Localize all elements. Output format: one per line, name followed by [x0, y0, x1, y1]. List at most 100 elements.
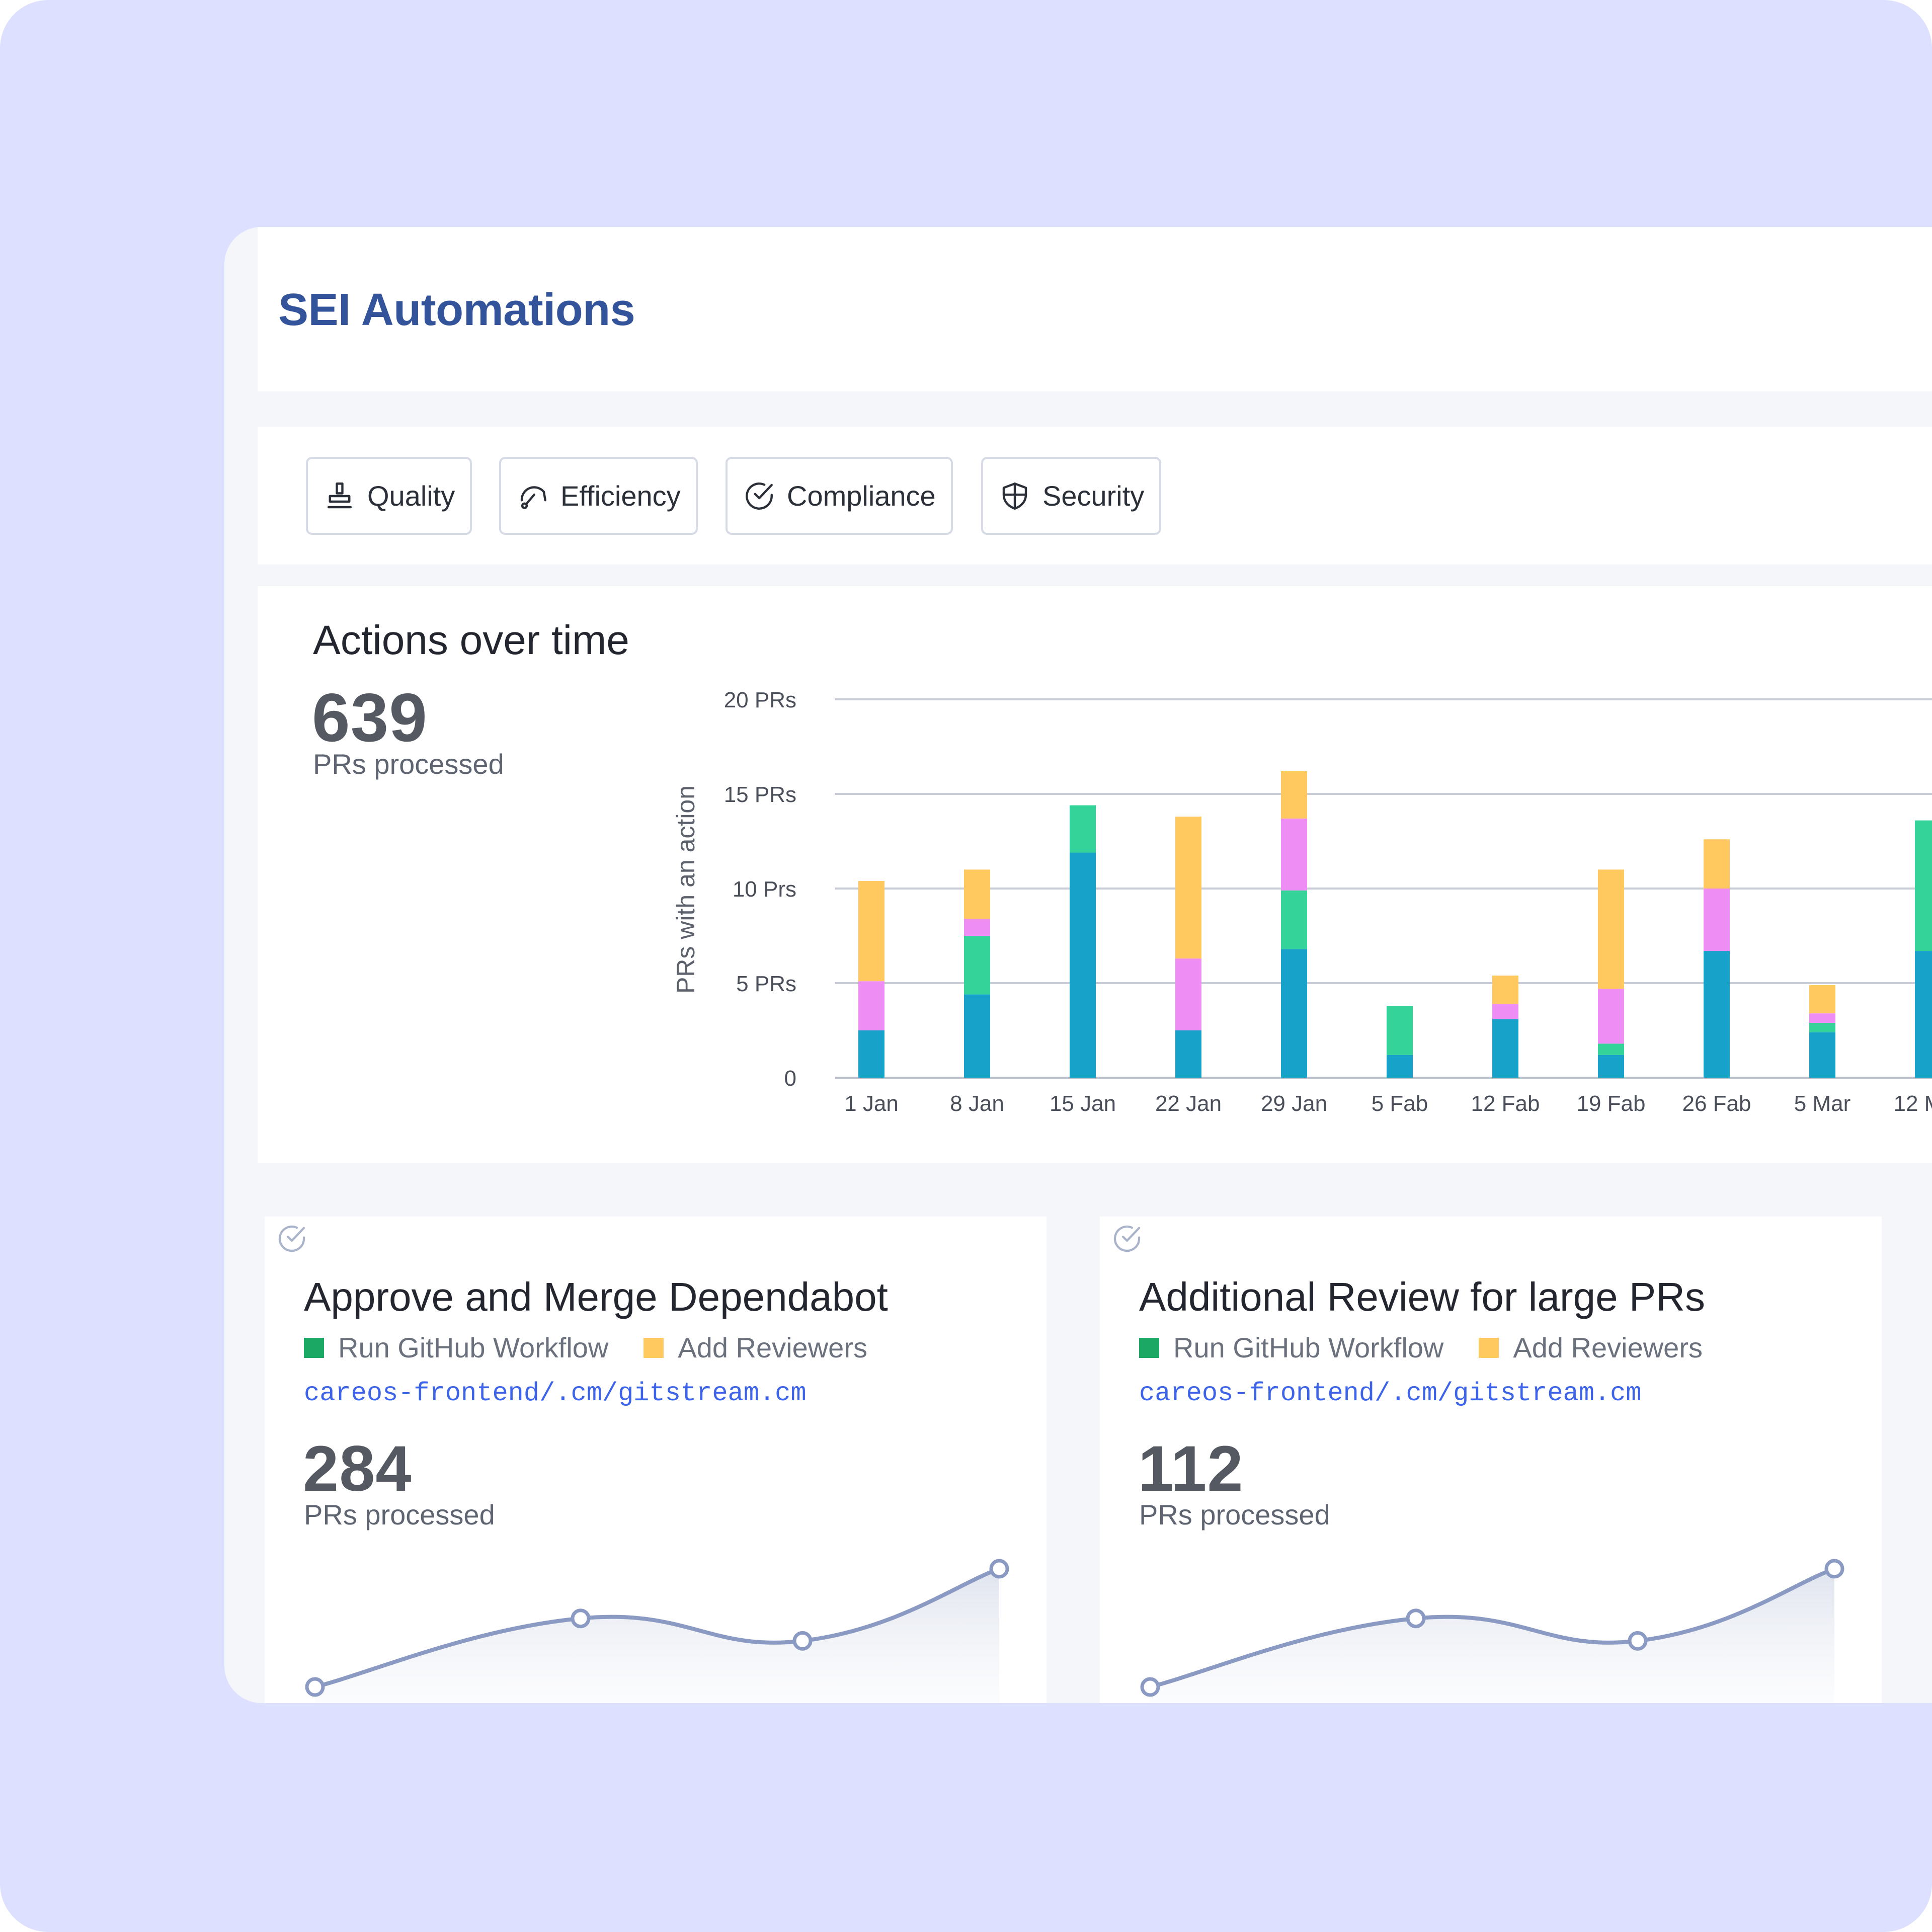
sparkline-point — [305, 1677, 325, 1697]
bar-segment — [1175, 817, 1201, 959]
x-tick-label: 5 Mar — [1794, 1091, 1850, 1116]
page-title: SEI Automations — [278, 285, 635, 335]
legend-swatch — [304, 1337, 324, 1358]
sparkline-area — [1150, 1569, 1834, 1703]
bar-segment — [1175, 958, 1201, 1030]
automation-card-large-prs[interactable]: Additional Review for large PRs Run GitH… — [1100, 1217, 1882, 1703]
y-tick-label: 0 — [784, 1066, 796, 1091]
y-axis-title: PRs with an action — [672, 785, 700, 994]
shield-icon — [1002, 482, 1027, 510]
bar-segment — [1281, 771, 1307, 819]
legend-swatch — [1479, 1337, 1499, 1358]
x-tick-label: 15 Jan — [1050, 1091, 1116, 1116]
bar-segment — [1704, 839, 1730, 889]
trend-sparkline — [1140, 1559, 1844, 1703]
bar-segment — [858, 981, 884, 1030]
card-count: 284 — [303, 1433, 412, 1505]
x-tick-label: 1 Jan — [844, 1091, 899, 1116]
bar-segment — [1492, 1004, 1518, 1019]
bar-segment — [1492, 975, 1518, 1004]
x-tick-label: 29 Jan — [1261, 1091, 1327, 1116]
y-tick-label: 5 PRs — [736, 972, 796, 996]
y-tick-label: 20 PRs — [724, 688, 796, 712]
bar-segment — [1809, 1032, 1835, 1078]
bar-segment — [1915, 820, 1932, 951]
legend-label: Run GitHub Workflow — [1173, 1332, 1444, 1363]
card-count-label: PRs processed — [304, 1499, 495, 1531]
bar-segment — [1598, 1043, 1624, 1055]
sparkline-point — [571, 1608, 591, 1629]
legend-swatch — [1139, 1337, 1159, 1358]
legend-label: Run GitHub Workflow — [338, 1332, 609, 1363]
sparkline-point — [1824, 1559, 1844, 1579]
repo-link[interactable]: careos-frontend/.cm/gitstream.cm — [1139, 1379, 1642, 1408]
bar-segment — [964, 936, 990, 995]
check-circle-icon — [746, 482, 773, 510]
repo-link[interactable]: careos-frontend/.cm/gitstream.cm — [304, 1379, 807, 1408]
card-count: 112 — [1138, 1433, 1244, 1505]
card-count-label: PRs processed — [1139, 1499, 1330, 1531]
filter-compliance-label: Compliance — [787, 480, 936, 512]
bar-segment — [1281, 890, 1307, 949]
total-count: 639 — [312, 679, 428, 756]
x-tick-label: 26 Fab — [1682, 1091, 1751, 1116]
bar-segment — [1387, 1055, 1413, 1078]
x-tick-label: 12 Fab — [1471, 1091, 1540, 1116]
header-panel — [258, 227, 1932, 391]
bar-segment — [1070, 805, 1096, 853]
card-legend: Run GitHub Workflow Add Reviewers — [304, 1331, 903, 1364]
bar-segment — [964, 919, 990, 936]
legend-swatch — [643, 1337, 664, 1358]
x-tick-label: 19 Fab — [1577, 1091, 1646, 1116]
check-circle-icon — [1113, 1225, 1141, 1252]
filter-efficiency-button[interactable]: Efficiency — [499, 457, 698, 535]
bar-segment — [1704, 951, 1730, 1078]
bar-segment — [1809, 1013, 1835, 1023]
legend-label: Add Reviewers — [678, 1332, 867, 1363]
bar-segment — [1809, 1022, 1835, 1032]
filter-quality-button[interactable]: Quality — [306, 457, 472, 535]
section-title: Actions over time — [313, 617, 629, 663]
bar-segment — [1281, 949, 1307, 1078]
filter-quality-label: Quality — [367, 480, 455, 512]
trend-sparkline — [305, 1559, 1009, 1703]
sparkline-line — [314, 1567, 1000, 1689]
bar-segment — [858, 880, 884, 982]
filter-security-button[interactable]: Security — [981, 457, 1162, 535]
sparkline-point — [1406, 1608, 1426, 1629]
x-tick-label: 22 Jan — [1155, 1091, 1222, 1116]
automation-card-dependabot[interactable]: Approve and Merge Dependabot Run GitHub … — [265, 1217, 1046, 1703]
bar-segment — [1809, 985, 1835, 1014]
filter-efficiency-label: Efficiency — [560, 480, 681, 512]
bar-segment — [964, 869, 990, 919]
bar-segment — [1281, 818, 1307, 891]
legend-item-reviewers: Add Reviewers — [643, 1331, 867, 1364]
bar-segment — [858, 1030, 884, 1078]
legend-item-workflow: Run GitHub Workflow — [304, 1331, 608, 1364]
bar-segment — [1175, 1030, 1201, 1078]
bar-segment — [1070, 852, 1096, 1078]
sparkline-line — [1149, 1567, 1835, 1689]
sparkline-point — [989, 1559, 1009, 1579]
card-legend: Run GitHub Workflow Add Reviewers — [1139, 1331, 1738, 1364]
legend-item-workflow: Run GitHub Workflow — [1139, 1331, 1443, 1364]
sparkline-area — [315, 1569, 999, 1703]
bar-segment — [1598, 989, 1624, 1044]
filter-compliance-button[interactable]: Compliance — [726, 457, 953, 535]
filter-security-label: Security — [1042, 480, 1145, 512]
bar-segment — [1915, 951, 1932, 1078]
sparkline-point — [792, 1631, 813, 1651]
card-title: Additional Review for large PRs — [1139, 1274, 1705, 1319]
y-tick-label: 15 PRs — [724, 782, 796, 807]
speedometer-icon — [520, 486, 546, 509]
x-tick-label: 5 Fab — [1372, 1091, 1428, 1116]
x-tick-label: 8 Jan — [950, 1091, 1004, 1116]
legend-item-reviewers: Add Reviewers — [1479, 1331, 1703, 1364]
total-count-label: PRs processed — [313, 748, 504, 780]
bar-segment — [1704, 889, 1730, 951]
x-tick-label: 12 Mar — [1894, 1091, 1932, 1116]
bar-segment — [1492, 1019, 1518, 1078]
sparkline-point — [1628, 1631, 1648, 1651]
card-title: Approve and Merge Dependabot — [304, 1274, 888, 1319]
